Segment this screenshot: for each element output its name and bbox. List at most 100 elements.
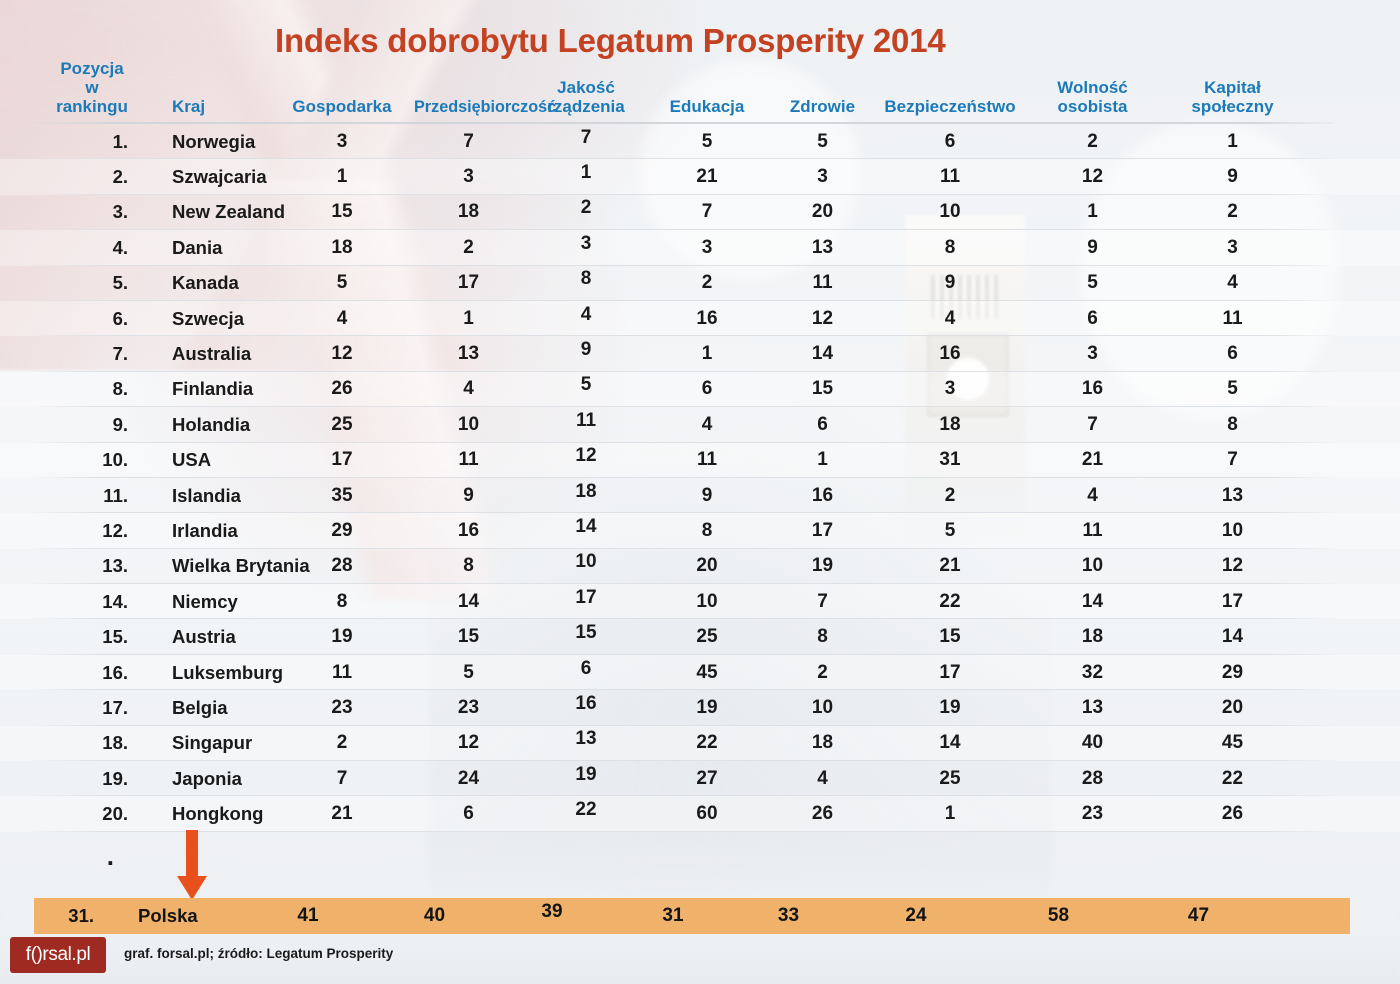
cell-education: 25	[696, 626, 718, 648]
cell-education: 11	[696, 449, 718, 471]
ellipsis-dot: .	[106, 841, 114, 871]
cell-education: 9	[701, 484, 713, 506]
cell-education: 45	[696, 661, 718, 683]
cell-country: New Zealand	[172, 201, 286, 223]
cell-economy: 3	[336, 130, 348, 152]
cell-entrepreneurship: 1	[463, 307, 474, 329]
column-header-entrepreneurship: Przedsiębiorczość	[414, 97, 557, 116]
cell-social-capital: 45	[1221, 732, 1244, 754]
cell-health: 4	[817, 767, 828, 789]
table-row: 17. Belgia 23 23 16 19 10 19 13 20	[0, 690, 1400, 727]
cell-rank: 10.	[102, 449, 128, 471]
cell-economy: 2	[336, 732, 348, 754]
cell-entrepreneurship: 13	[457, 343, 480, 365]
cell-rank: 18.	[102, 732, 128, 754]
footer-strip	[0, 976, 1400, 984]
column-header-social-capital-line1: Kapitał	[1204, 77, 1261, 97]
cell-entrepreneurship: 11	[458, 449, 479, 471]
cell-country: Hongkong	[172, 803, 264, 825]
column-header-rank-line2: w	[85, 77, 99, 97]
cell-safety: 16	[939, 343, 961, 365]
cell-safety: 19	[939, 696, 961, 718]
cell-rank: 11.	[103, 484, 128, 506]
cell-social-capital: 2	[1227, 201, 1238, 223]
cell-entrepreneurship: 6	[463, 803, 474, 825]
cell-freedom: 3	[1087, 343, 1098, 365]
cell-freedom: 16	[1081, 378, 1104, 400]
cell-entrepreneurship: 3	[463, 166, 474, 188]
cell-governance: 9	[580, 339, 592, 361]
cell-social-capital: 11	[1222, 307, 1243, 329]
cell-economy: 23	[331, 696, 353, 718]
cell-health: 8	[817, 626, 828, 648]
cell-rank: 17.	[102, 696, 128, 718]
cell-freedom: 4	[1087, 484, 1098, 506]
cell-country: Belgia	[172, 696, 228, 718]
cell-safety: 11	[939, 166, 961, 188]
cell-safety: 24	[905, 905, 927, 926]
cell-freedom: 14	[1081, 590, 1104, 612]
table-row: 13. Wielka Brytania 28 8 10 20 19 21 10 12	[0, 549, 1400, 585]
cell-safety: 3	[944, 378, 956, 400]
cell-education: 3	[701, 236, 713, 258]
cell-education: 19	[696, 696, 718, 718]
cell-entrepreneurship: 17	[457, 272, 480, 294]
table-row: 8. Finlandia 26 4 5 6 15 3 16 5	[0, 371, 1400, 408]
cell-freedom: 28	[1081, 767, 1104, 789]
cell-social-capital: 20	[1221, 696, 1244, 718]
highlight-row-polska: 31. Polska 41 40 39 31 33 24 58 47	[34, 898, 1350, 934]
column-header-social-capital: Kapitał społeczny	[1165, 78, 1300, 118]
cell-health: 5	[817, 130, 828, 152]
cell-economy: 5	[336, 272, 348, 294]
cell-rank: 1.	[112, 130, 128, 152]
table-row: 15. Austria 19 15 15 25 8 15 18 14	[0, 619, 1400, 656]
cell-rank: 13.	[102, 555, 128, 577]
cell-country: Austria	[172, 626, 236, 648]
cell-economy: 29	[331, 519, 353, 541]
page-title: Indeks dobrobytu Legatum Prosperity 2014	[275, 22, 946, 59]
cell-social-capital: 12	[1221, 555, 1244, 577]
cell-economy: 26	[331, 378, 353, 400]
cell-entrepreneurship: 2	[463, 236, 474, 258]
column-header-governance: Jakość rządzenia	[523, 78, 649, 118]
column-header-safety: Bezpieczeństwo	[884, 96, 1016, 116]
cell-health: 10	[811, 696, 834, 718]
cell-freedom: 23	[1081, 803, 1104, 825]
cell-governance: 18	[575, 480, 597, 502]
cell-rank: 9.	[112, 413, 128, 435]
cell-rank: 3.	[112, 201, 128, 223]
cell-country: Polska	[138, 905, 198, 926]
cell-social-capital: 14	[1221, 626, 1244, 648]
table-row: 9. Holandia 25 10 11 4 6 18 7 8	[0, 407, 1400, 443]
cell-social-capital: 17	[1221, 590, 1244, 612]
cell-social-capital: 22	[1221, 767, 1244, 789]
cell-freedom: 5	[1087, 272, 1098, 294]
cell-social-capital: 47	[1187, 905, 1210, 926]
cell-rank: 5.	[112, 272, 128, 294]
cell-safety: 10	[939, 201, 961, 223]
cell-freedom: 18	[1081, 626, 1104, 648]
cell-safety: 4	[944, 307, 956, 329]
column-header-governance-line1: Jakość	[557, 77, 615, 97]
cell-freedom: 40	[1081, 732, 1104, 754]
forsal-logo[interactable]: f()rsal.pl	[10, 937, 106, 973]
column-header-freedom: Wolność osobista	[1020, 78, 1165, 118]
cell-safety: 21	[939, 555, 961, 577]
cell-entrepreneurship: 18	[457, 201, 480, 223]
column-header-social-capital-line2: społeczny	[1191, 96, 1274, 116]
cell-health: 1	[817, 449, 828, 471]
cell-country: Luksemburg	[172, 661, 284, 683]
cell-country: Irlandia	[172, 519, 238, 541]
table-row: 1. Norwegia 3 7 7 5 5 6 2 1	[0, 124, 1400, 160]
cell-health: 2	[817, 661, 828, 683]
cell-safety: 15	[939, 626, 961, 648]
column-header-freedom-line2: osobista	[1057, 96, 1128, 116]
cell-rank: 7.	[112, 343, 128, 365]
cell-education: 21	[696, 166, 718, 188]
cell-social-capital: 8	[1227, 413, 1238, 435]
cell-governance: 11	[575, 409, 597, 431]
table-row: 7. Australia 12 13 9 1 14 16 3 6	[0, 336, 1400, 373]
table-row: 4. Dania 18 2 3 3 13 8 9 3	[0, 230, 1400, 266]
light-blob	[1080, 120, 1340, 420]
cell-governance: 3	[580, 232, 592, 254]
